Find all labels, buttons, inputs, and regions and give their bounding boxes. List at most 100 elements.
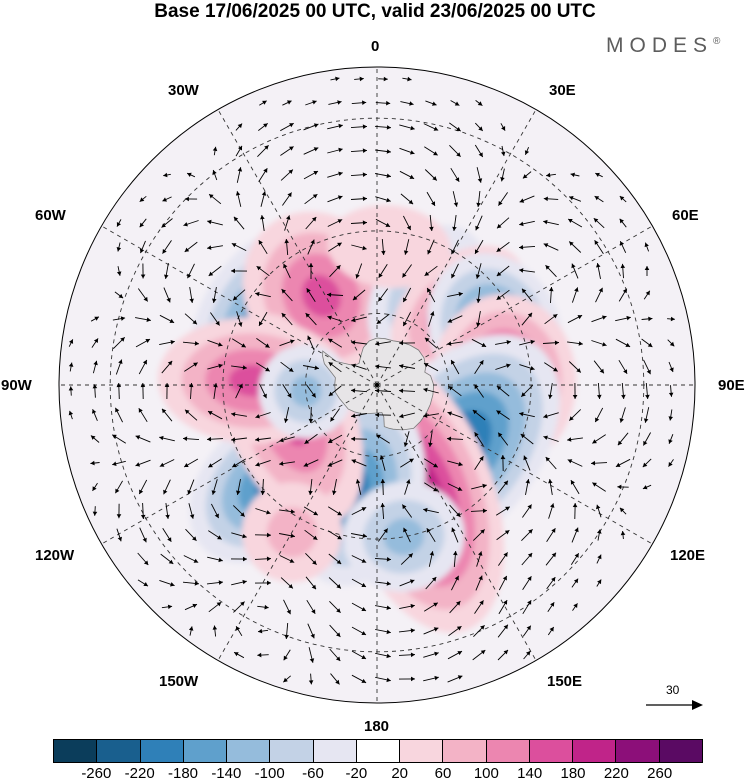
wind-arrow [592,482,606,492]
wind-arrow [160,553,174,565]
wind-arrow [351,316,367,323]
wind-arrow [161,408,173,422]
wind-arrow [643,432,651,446]
wind-arrow [303,170,319,180]
wind-arrow [423,507,439,514]
wind-arrow [351,506,367,516]
wind-arrow [306,599,316,615]
wind-arrow [667,339,675,347]
wind-arrow [161,604,173,610]
wind-arrow [521,528,533,542]
wind-arrow [521,288,533,302]
wind-arrow [572,382,578,400]
wind-arrow [213,383,218,399]
wind-arrow [68,339,74,347]
wind-arrow [116,266,122,276]
wind-arrow [403,431,410,447]
colorbar-swatch [313,740,357,762]
wind-arrow [92,360,98,374]
wind-arrow [497,649,509,661]
wind-arrow [402,215,412,231]
wind-arrow [305,216,317,230]
wind-arrow [423,413,439,418]
wind-arrow [403,239,410,255]
wind-arrow [668,385,674,397]
wind-arrow [140,263,146,279]
wind-arrow [615,338,631,348]
lon-label-180: 180 [364,718,390,735]
wind-arrow [500,168,505,182]
wind-arrow [283,599,291,615]
wind-arrow [449,600,461,614]
wind-arrow [476,167,483,183]
wind-arrow [424,482,438,492]
wind-arrow [112,460,126,466]
wind-arrow [330,76,340,82]
wind-arrow [424,169,438,181]
meridian-line [376,225,653,386]
wind-arrow [398,652,416,658]
wind-arrow [189,287,194,303]
wind-arrow [374,412,392,418]
wind-arrow [400,193,414,205]
wind-arrow [279,555,295,563]
wind-arrow [402,287,412,303]
wind-arrow [329,600,341,614]
wind-arrow [184,362,198,372]
wind-arrow [668,434,674,444]
meridian-line [101,225,378,386]
wind-arrow [307,239,315,255]
wind-arrow [423,675,439,682]
wind-arrow [423,123,439,131]
wind-arrow [351,533,367,538]
wind-arrow [162,196,172,202]
wind-arrow [571,263,579,279]
wind-arrow [162,240,172,254]
wind-arrow [281,312,293,326]
wind-arrow [231,412,247,417]
wind-arrow [90,460,100,466]
wind-arrow [428,311,435,327]
wind-arrow [284,215,291,231]
wind-arrow [450,167,460,183]
wind-arrow [568,196,582,202]
wind-arrow [207,339,223,347]
wind-arrow [572,603,578,611]
wind-arrow [328,577,342,589]
wind-arrow [423,458,439,468]
wind-arrow [92,384,98,398]
lon-label-30w: 30W [168,82,199,99]
wind-arrow [519,364,535,371]
wind-arrow [135,338,151,348]
wind-arrow [280,361,294,373]
wind-arrow [645,382,650,400]
wind-arrow [597,382,602,400]
wind-arrow [429,214,434,232]
wind-arrow [425,576,437,590]
wind-arrow [399,364,415,369]
colorbar-tick-label: 220 [603,765,629,782]
wind-arrow [279,533,295,538]
wind-arrow [619,407,626,423]
wind-arrow [308,673,314,685]
wind-arrow [474,432,484,446]
wind-arrow [523,455,531,471]
wind-arrow [68,386,74,396]
wind-arrow [258,239,268,255]
wind-arrow [351,650,367,660]
wind-arrow [594,195,604,203]
wind-arrow [233,216,245,230]
wind-arrow [398,676,416,682]
wind-arrow [475,100,483,106]
lon-label-60e: 60E [672,207,699,224]
wind-arrow [545,552,557,566]
wind-arrow [447,315,463,323]
wind-arrow [594,240,604,254]
wind-arrow [595,287,603,303]
wind-arrow [235,123,243,131]
lon-label-30e: 30E [549,82,576,99]
wind-arrow [304,529,318,541]
wind-arrow [399,579,415,587]
wind-arrow [398,340,416,346]
colorbar-swatch [529,740,574,762]
